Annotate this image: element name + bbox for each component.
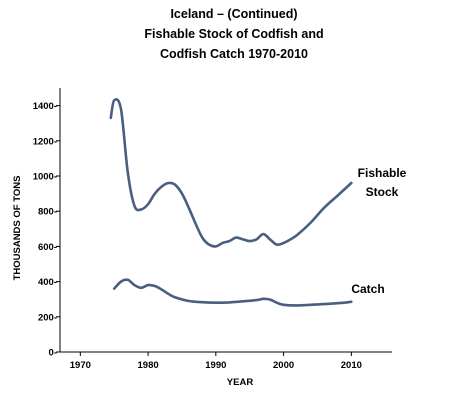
x-tick-label-2010: 2010 (341, 360, 362, 371)
y-tick-label-400: 400- (38, 277, 57, 288)
y-tick-label-600: 600- (38, 242, 57, 253)
y-tick-label-800: 800- (38, 207, 57, 218)
y-axis-title: THOUSANDS OF TONS (12, 176, 23, 281)
series-label-fishable-stock-0: Fishable (358, 166, 407, 180)
y-tick-label-200: 200- (38, 312, 57, 323)
series-label-fishable-stock-1: Stock (366, 185, 399, 199)
series-line-catch (112, 278, 353, 307)
x-tick-label-1980: 1980 (138, 360, 159, 371)
chart-title-line-1: Iceland – (Continued) (170, 7, 298, 21)
series-labels: Fishable Stock Catch (351, 166, 406, 296)
chart-title-line-3: Codfish Catch 1970-2010 (160, 47, 308, 61)
y-tick-label-1400: 1400- (33, 101, 57, 112)
chart-title-line-2: Fishable Stock of Codfish and (144, 27, 324, 41)
x-axis-title: YEAR (227, 377, 254, 388)
series-label-catch-0: Catch (351, 282, 384, 296)
y-tick-label-1000: 1000- (33, 172, 57, 183)
y-axis-ticks: 0- 200- 400- 600- 800- 1000- 1200- 1400- (33, 101, 60, 359)
x-tick-label-2000: 2000 (273, 360, 294, 371)
series-line-fishable-stock (109, 98, 353, 248)
x-axis-ticks: 1970 1980 1990 2000 2010 (70, 352, 362, 371)
x-tick-label-1970: 1970 (70, 360, 91, 371)
series-lines (109, 98, 353, 307)
y-tick-label-1200: 1200- (33, 136, 57, 147)
x-tick-label-1990: 1990 (205, 360, 226, 371)
axes (59, 88, 392, 353)
y-tick-label-0: 0- (49, 348, 57, 359)
